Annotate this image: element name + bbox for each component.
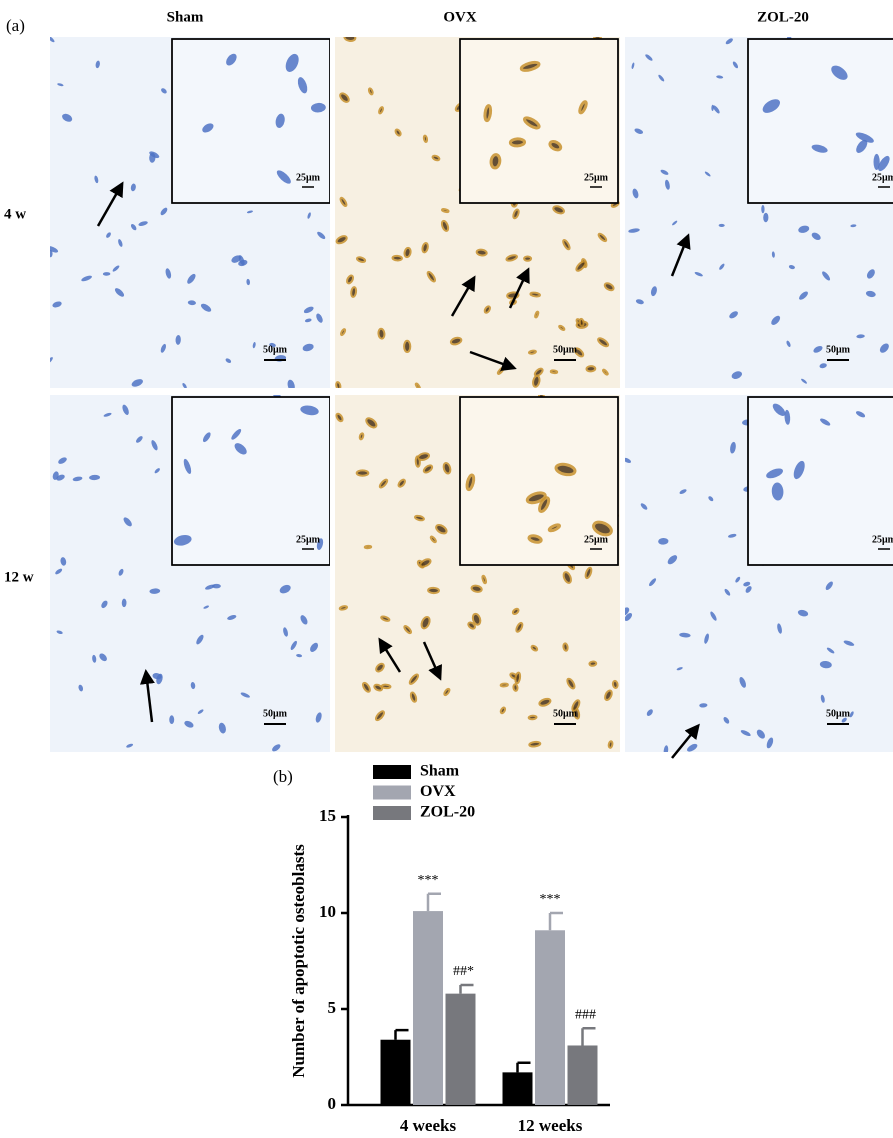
column-header: OVX xyxy=(443,9,477,25)
row-label: 4 w xyxy=(4,206,26,222)
cell xyxy=(423,135,427,142)
cell xyxy=(586,366,595,372)
scale-bar-label: 50μm xyxy=(263,708,288,719)
cell xyxy=(169,715,174,724)
significance-label: ##* xyxy=(453,964,474,979)
error-bar xyxy=(550,913,563,930)
y-tick-label: 5 xyxy=(328,998,337,1017)
cell xyxy=(484,105,491,121)
inset-scale-label: 25μm xyxy=(584,534,609,545)
bar xyxy=(568,1045,598,1105)
legend-label: Sham xyxy=(420,763,460,780)
scale-bar-label: 50μm xyxy=(826,708,851,719)
micrograph: 50μm 25μm xyxy=(335,33,620,389)
panel-b-label: (b) xyxy=(273,767,293,786)
cell xyxy=(579,319,584,327)
row-label: 12 w xyxy=(4,569,34,585)
bar xyxy=(381,1040,411,1105)
significance-label: ### xyxy=(575,1007,596,1022)
scale-bar-label: 50μm xyxy=(826,344,851,355)
legend-swatch xyxy=(373,786,411,800)
legend-swatch xyxy=(373,765,411,779)
cell xyxy=(510,139,525,147)
x-tick-label: 12 weeks xyxy=(518,1116,583,1135)
figure: (a) Sham OVX ZOL-20 4 w 12 w 50μm 25μm 50μm 25μm… xyxy=(0,0,893,1138)
cell xyxy=(365,546,372,549)
micrograph: 50μm 25μm xyxy=(46,35,330,392)
y-axis-label: Number of apoptotic osteoblasts xyxy=(289,844,308,1078)
significance-label: *** xyxy=(418,873,439,888)
bar xyxy=(535,930,565,1105)
cell xyxy=(428,588,439,594)
error-bar xyxy=(428,894,441,911)
legend-label: OVX xyxy=(420,783,456,800)
bar xyxy=(413,911,443,1105)
cell xyxy=(339,606,347,611)
legend-swatch xyxy=(373,806,411,820)
cell xyxy=(344,33,356,41)
y-tick-label: 10 xyxy=(319,902,336,921)
cell xyxy=(501,683,508,686)
cell xyxy=(378,328,385,339)
panel-a-label: (a) xyxy=(6,16,25,35)
scale-bar-label: 50μm xyxy=(553,344,578,355)
inset-scale-label: 25μm xyxy=(872,172,893,183)
cell xyxy=(422,243,429,253)
scale-bar-label: 50μm xyxy=(553,708,578,719)
inset-scale-label: 25μm xyxy=(872,534,893,545)
micrograph: 50μm 25μm xyxy=(50,390,330,753)
cell xyxy=(529,741,541,747)
cell xyxy=(392,256,402,261)
cell xyxy=(442,209,449,213)
cell xyxy=(513,684,518,691)
error-bar xyxy=(583,1028,596,1045)
scale-bar-label: 50μm xyxy=(263,344,288,355)
significance-label: *** xyxy=(540,892,561,907)
cell xyxy=(563,643,568,651)
inset-scale-label: 25μm xyxy=(296,172,321,183)
cell xyxy=(359,433,364,440)
error-bar xyxy=(461,985,474,994)
cell xyxy=(351,287,357,297)
x-tick-label: 4 weeks xyxy=(400,1116,457,1135)
micrograph: 50μm 25μm xyxy=(335,391,620,752)
inset-scale-label: 25μm xyxy=(296,534,321,545)
micrograph: 50μm 25μm xyxy=(619,395,893,756)
micrograph: 50μm 25μm xyxy=(625,35,893,388)
cell xyxy=(490,154,500,168)
cell xyxy=(589,661,596,666)
cell xyxy=(551,370,558,373)
bar xyxy=(446,994,476,1105)
cell xyxy=(530,292,540,297)
cell xyxy=(612,681,618,689)
error-bar xyxy=(518,1063,531,1073)
cell xyxy=(515,672,521,683)
cell xyxy=(608,741,613,748)
column-header: Sham xyxy=(167,9,204,25)
legend-label: ZOL-20 xyxy=(420,804,475,821)
bar xyxy=(503,1072,533,1105)
cell xyxy=(404,341,410,352)
cell xyxy=(529,350,536,354)
cell xyxy=(476,249,487,256)
cell xyxy=(357,470,369,475)
inset-scale-label: 25μm xyxy=(584,172,609,183)
page: { "panel_a": { "label": "(a)", "columns"… xyxy=(0,0,893,1138)
error-bar xyxy=(396,1030,409,1040)
cell xyxy=(529,715,537,719)
cell xyxy=(524,256,531,260)
y-tick-label: 15 xyxy=(319,806,336,825)
cell xyxy=(336,382,341,390)
y-tick-label: 0 xyxy=(328,1094,337,1113)
column-header: ZOL-20 xyxy=(757,9,809,25)
